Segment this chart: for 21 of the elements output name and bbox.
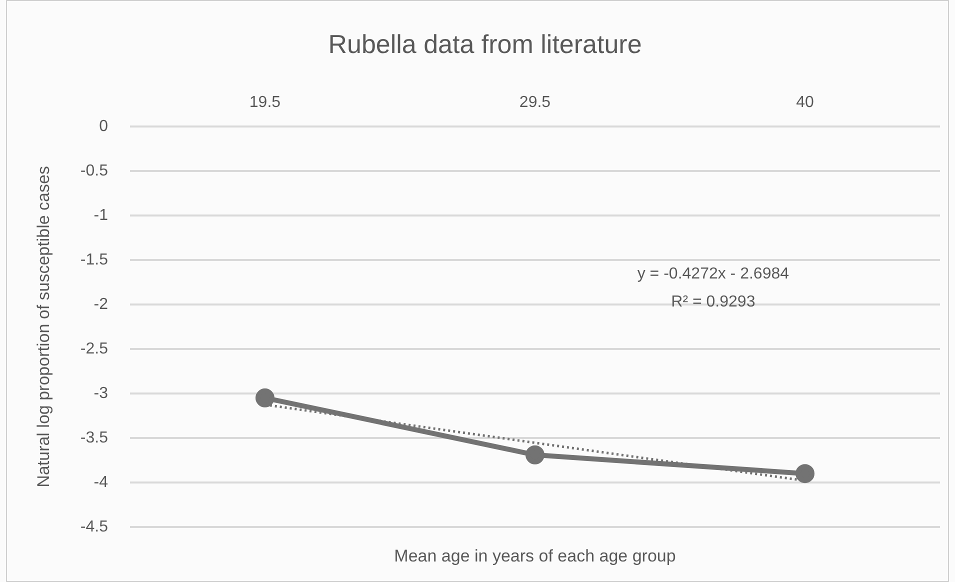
y-axis-title: Natural log proportion of susceptible cases (34, 166, 53, 488)
x-tick-label: 19.5 (249, 94, 281, 112)
y-tick-label: -2 (94, 296, 108, 313)
point (255, 388, 274, 408)
y-tick-label: -3.5 (80, 429, 108, 446)
y-tick-label: -0.5 (80, 162, 108, 180)
y-tick-label: -4 (94, 474, 108, 491)
y-tick-label: -3 (94, 384, 108, 402)
annotation: y = -0.4272x - 2.6984 (637, 266, 790, 283)
x-tick-label: 40 (796, 94, 814, 112)
chart-title: Rubella data from literature (328, 28, 642, 59)
y-tick-label: 0 (99, 118, 108, 135)
y-tick-label: -2.5 (80, 340, 108, 358)
x-tick-label: 29.5 (519, 94, 551, 112)
y-tick-label: -4.5 (80, 518, 108, 536)
y-tick-label: -1 (94, 206, 108, 224)
point (525, 445, 544, 464)
y-tick-label: -1.5 (80, 251, 108, 268)
point (795, 464, 814, 484)
x-axis-title: Mean age in years of each age group (394, 546, 676, 566)
annotation: R² = 0.9293 (671, 294, 756, 311)
